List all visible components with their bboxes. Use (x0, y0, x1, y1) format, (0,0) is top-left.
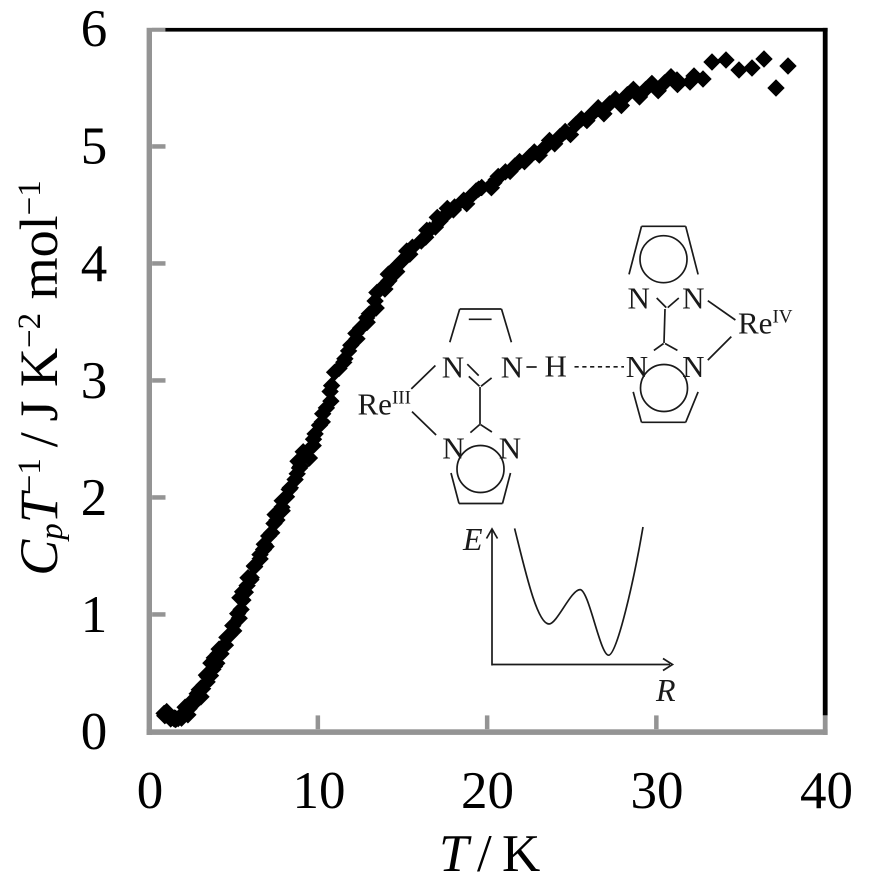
svg-text:R: R (655, 672, 676, 708)
svg-text:N: N (682, 281, 704, 316)
svg-text:4: 4 (81, 235, 108, 293)
svg-text:3: 3 (81, 352, 108, 410)
svg-text:H: H (545, 349, 567, 384)
svg-text:N: N (682, 349, 704, 384)
svg-text:N: N (442, 431, 464, 466)
svg-text:N: N (499, 431, 521, 466)
svg-text:2: 2 (81, 469, 108, 527)
svg-text:T/K: T / K (439, 825, 540, 883)
svg-text:ReIII: ReIII (358, 387, 411, 422)
svg-text:30: 30 (631, 762, 684, 820)
svg-text:10: 10 (293, 762, 346, 820)
svg-text:20: 20 (461, 762, 514, 820)
svg-text:0: 0 (81, 703, 108, 761)
svg-text:1: 1 (81, 586, 108, 644)
svg-text:40: 40 (800, 762, 853, 820)
svg-text:E: E (462, 521, 483, 557)
svg-text:N: N (628, 281, 650, 316)
svg-text:CpT−1 / J K−2 mol−1: CpT−1 / J K−2 mol−1 (9, 180, 70, 576)
svg-text:0: 0 (137, 762, 164, 820)
svg-text:6: 6 (81, 0, 108, 58)
svg-text:5: 5 (81, 118, 108, 176)
svg-text:ReIV: ReIV (738, 306, 793, 341)
svg-text:N: N (501, 350, 523, 385)
svg-text:N: N (442, 350, 464, 385)
svg-text:N: N (626, 349, 648, 384)
